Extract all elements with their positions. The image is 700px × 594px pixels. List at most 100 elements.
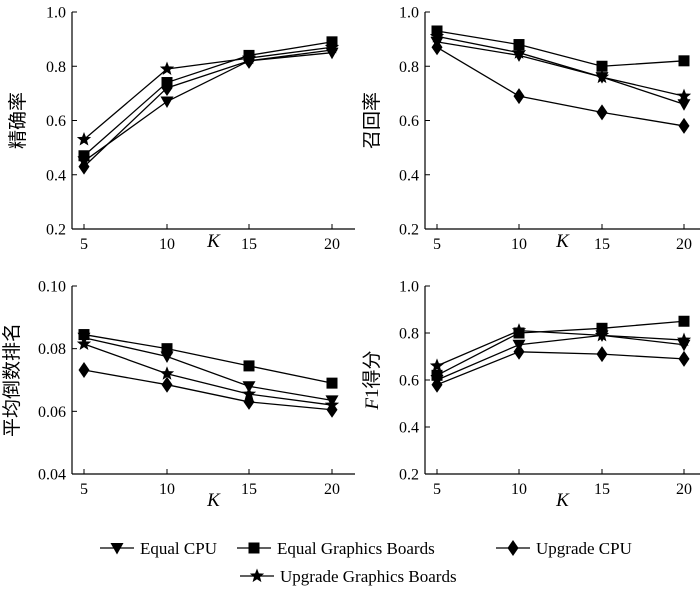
data-point [431,376,443,393]
data-point [511,45,527,59]
y-axis-label-part: 1得分 [361,350,383,398]
series-line [83,46,333,140]
data-point [78,329,90,341]
x-tick-label: 20 [676,481,692,498]
series-3 [431,39,690,134]
x-tick-label: 5 [80,236,88,253]
data-point [513,39,525,51]
x-tick-label: 15 [241,236,257,253]
chart-panel-3: 0.04 0.06 0.08 0.10 5 10 15 20 K 平均倒数排名 [1,279,355,511]
y-tick-label: 0.8 [399,59,419,76]
y-tick-label: 1.0 [399,5,419,22]
legend: Equal CPU Equal Graphics Boards Upgrade CP… [100,539,632,586]
y-tick-label: 0.4 [46,167,66,184]
y-axis-label-part: F [362,398,383,411]
series-3 [78,361,338,418]
data-point [78,158,90,175]
legend-label: Upgrade CPU [536,539,632,558]
data-point [431,369,443,381]
series-line [83,41,333,157]
series-4 [76,39,340,146]
data-point [431,39,443,56]
legend-label: Upgrade Graphics Boards [280,567,457,586]
data-point [513,343,525,360]
data-point [159,61,175,76]
data-point [429,28,445,43]
data-point [678,350,690,367]
x-tick-label: 10 [511,236,527,253]
series-line [436,320,685,376]
data-point [78,150,90,162]
y-axis-label: 精确率 [7,92,29,149]
y-tick-label: 0.4 [399,167,419,184]
data-point [678,315,690,327]
legend-item-3: Upgrade CPU [496,539,632,558]
x-tick-label: 15 [241,481,257,498]
series-1 [77,332,339,407]
data-point [324,397,340,412]
y-tick-label: 0.6 [399,373,419,390]
chart-panel-2: 0.2 0.4 0.6 0.8 1.0 5 10 15 20 K 召回率 [361,5,700,253]
y-tick-label: 0.10 [38,279,66,296]
data-point [429,358,445,372]
series-line [436,329,685,367]
y-tick-label: 0.04 [38,467,66,484]
data-point [160,96,174,109]
y-axis-label: 平均倒数排名 [1,323,23,437]
series-line [436,41,685,105]
data-point [243,360,255,372]
y-tick-label: 0.6 [399,113,419,130]
x-tick-label: 5 [80,481,88,498]
x-tick-label: 15 [594,236,610,253]
data-point [161,376,173,393]
data-point [594,69,610,84]
legend-marker [110,543,124,555]
series-line [83,52,333,162]
legend-marker [249,568,265,583]
data-point [596,60,608,72]
series-line [436,35,685,97]
y-axis-label: F1得分 [361,350,383,410]
data-point [241,386,257,401]
series-line [83,343,333,406]
y-tick-label: 0.4 [399,420,419,437]
series-line [83,333,333,384]
legend-label: Equal CPU [140,539,217,558]
legend-marker [248,542,260,554]
y-tick-label: 0.2 [399,467,419,484]
data-point [161,343,173,355]
y-axis-label: 召回率 [361,92,383,149]
series-line [83,369,333,411]
chart-panel-1: 0.2 0.4 0.6 0.8 1.0 5 10 15 20 K 精确率 [7,5,355,253]
series-line [436,334,685,381]
y-tick-label: 0.08 [38,341,66,358]
data-point [511,323,527,337]
x-tick-label: 20 [324,481,340,498]
y-tick-label: 0.2 [46,222,66,239]
series-line [83,49,333,168]
y-tick-label: 1.0 [399,279,419,296]
x-tick-label: 5 [433,481,441,498]
chart-panel-4: 0.2 0.4 0.6 0.8 1.0 5 10 15 20 K F1得分 [361,279,700,511]
series-1 [430,36,691,111]
data-point [241,50,257,65]
y-tick-label: 0.8 [46,59,66,76]
x-tick-label: 10 [159,481,175,498]
x-tick-label: 10 [511,481,527,498]
legend-marker [507,540,519,556]
y-tick-label: 0.6 [46,113,66,130]
y-tick-label: 0.2 [399,222,419,239]
x-axis-label: K [206,231,221,252]
x-tick-label: 5 [433,236,441,253]
x-axis-label: K [555,490,570,511]
data-point [678,117,690,134]
x-axis-label: K [555,231,570,252]
y-tick-label: 0.8 [399,326,419,343]
data-point [78,361,90,378]
data-point [676,332,692,347]
data-point [596,346,608,363]
data-point [159,366,175,380]
series-4 [429,323,692,372]
x-tick-label: 15 [594,481,610,498]
